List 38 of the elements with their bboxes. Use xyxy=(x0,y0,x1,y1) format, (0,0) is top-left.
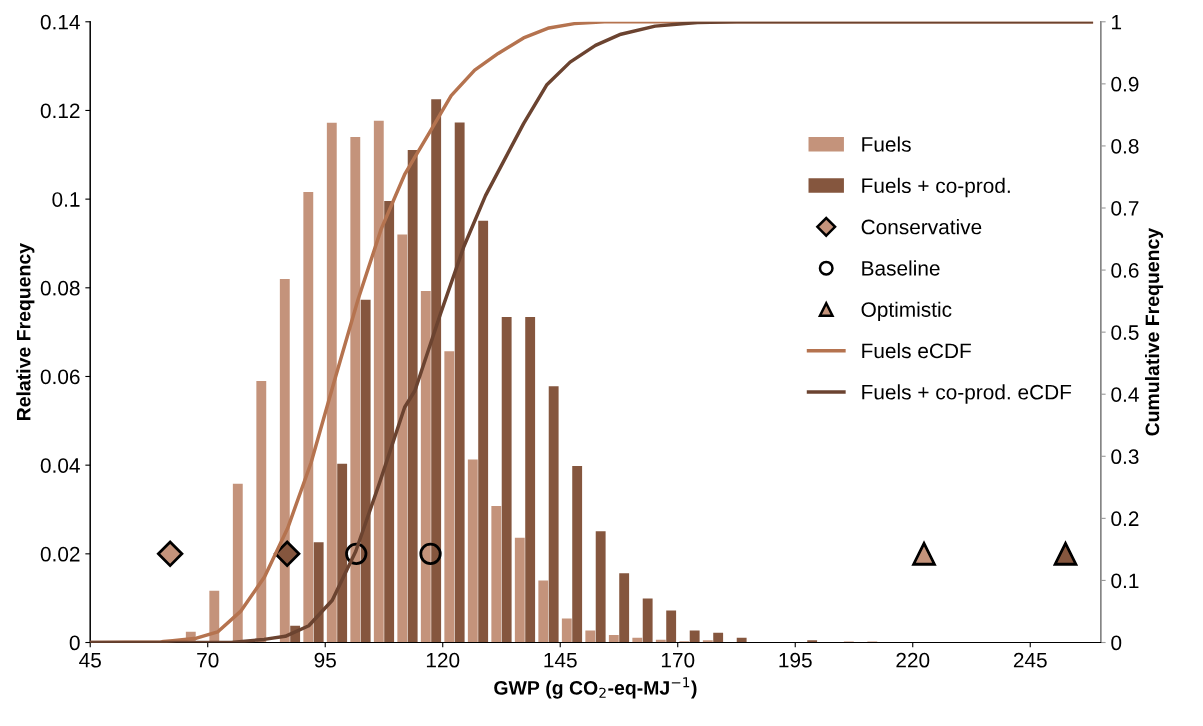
legend-label: Conservative xyxy=(861,219,982,235)
y-axis-title: Relative Frequency xyxy=(16,243,35,420)
y-tick-label: 0.08 xyxy=(40,280,80,296)
x-axis-title: GWP (g CO$_{2}$-eq-MJ$^{−1}$) xyxy=(494,677,697,699)
x-tick-label: 170 xyxy=(661,652,695,668)
y2-axis-title: Cumulative Frequency xyxy=(1144,227,1164,436)
legend-label: Optimistic xyxy=(861,301,952,322)
y-tick-label: 0.14 xyxy=(40,14,80,30)
y2-tick-label: 0.2 xyxy=(1111,511,1139,527)
legend-label: Fuels eCDF xyxy=(862,342,971,359)
x-tick-label: 245 xyxy=(1013,652,1047,668)
y2-tick-label: 0.4 xyxy=(1111,387,1139,402)
x-tick-label: 145 xyxy=(544,653,577,668)
y2-tick-label: 0.7 xyxy=(1111,201,1139,216)
y-tick-label: 0.12 xyxy=(40,103,80,119)
y2-tick-label: 0 xyxy=(1111,635,1122,651)
x-tick-label: 45 xyxy=(79,653,101,668)
x-tick-label: 195 xyxy=(779,652,812,668)
y-tick-label: 0.1 xyxy=(52,192,80,207)
y2-tick-label: 0.6 xyxy=(1111,263,1139,278)
y-tick-label: 0.06 xyxy=(40,369,80,385)
x-tick-label: 220 xyxy=(896,652,930,668)
y-tick-label: 0.02 xyxy=(40,546,80,562)
x-tick-label: 95 xyxy=(314,652,336,668)
legend-label: Baseline xyxy=(862,260,940,276)
legend-label: Fuels xyxy=(862,136,911,152)
y-tick-label: 0 xyxy=(69,635,80,651)
y2-tick-label: 0.5 xyxy=(1111,325,1139,340)
y2-tick-label: 0.8 xyxy=(1111,138,1139,154)
y2-tick-label: 0.1 xyxy=(1111,573,1139,589)
x-tick-label: 70 xyxy=(197,652,219,668)
y2-tick-label: 0.9 xyxy=(1111,76,1139,92)
x-tick-label: 120 xyxy=(426,652,460,668)
legend-label: Fuels + co-prod. eCDF xyxy=(862,384,1072,404)
y2-tick-label: 1 xyxy=(1112,15,1122,30)
y2-tick-label: 0.3 xyxy=(1111,449,1139,465)
y-tick-label: 0.04 xyxy=(40,458,80,473)
legend-label: Fuels + co-prod. xyxy=(862,177,1010,198)
